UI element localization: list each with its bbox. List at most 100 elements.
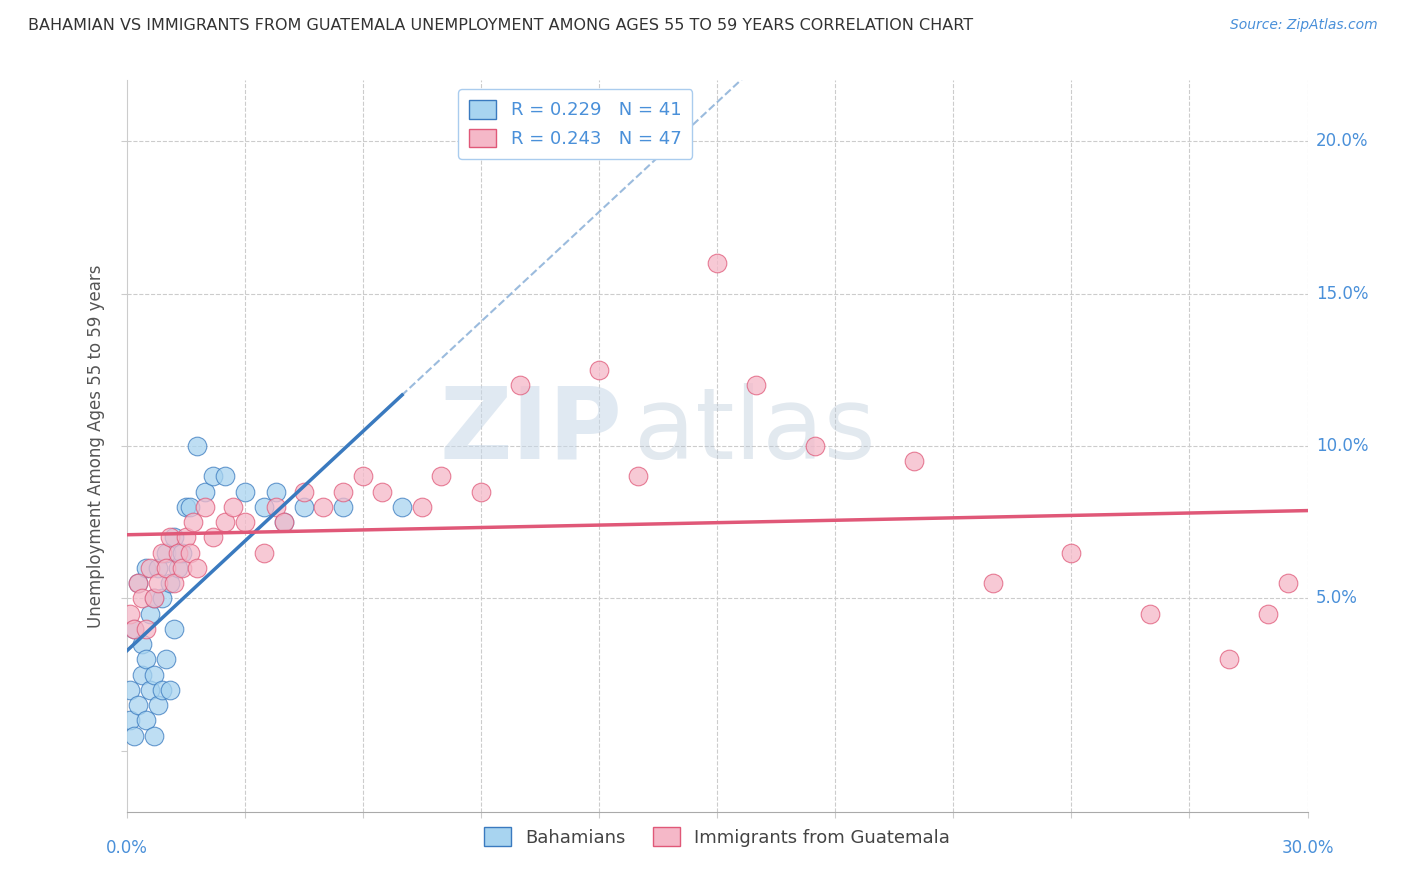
Point [233, 515, 256, 529]
Point [332, 500, 354, 514]
Point [155, 561, 177, 575]
Point [186, 561, 208, 575]
Point [1277, 576, 1299, 591]
Point [253, 546, 276, 560]
Point [159, 576, 181, 591]
Point [430, 469, 453, 483]
Point [124, 622, 146, 636]
Point [202, 469, 225, 483]
Point [143, 591, 166, 606]
Point [150, 682, 173, 697]
Point [166, 561, 188, 575]
Point [120, 682, 142, 697]
Point [292, 484, 315, 499]
Point [706, 256, 728, 270]
Point [146, 561, 169, 575]
Y-axis label: Unemployment Among Ages 55 to 59 years: Unemployment Among Ages 55 to 59 years [87, 264, 105, 628]
Point [135, 714, 157, 728]
Point [202, 530, 225, 544]
Point [139, 607, 162, 621]
Point [1218, 652, 1240, 666]
Point [1257, 607, 1279, 621]
Point [745, 378, 768, 392]
Point [253, 500, 276, 514]
Text: BAHAMIAN VS IMMIGRANTS FROM GUATEMALA UNEMPLOYMENT AMONG AGES 55 TO 59 YEARS COR: BAHAMIAN VS IMMIGRANTS FROM GUATEMALA UN… [28, 18, 973, 33]
Point [179, 500, 201, 514]
Text: 5.0%: 5.0% [1316, 590, 1358, 607]
Point [186, 439, 208, 453]
Text: atlas: atlas [634, 383, 876, 480]
Text: 20.0%: 20.0% [1316, 132, 1368, 150]
Point [124, 622, 146, 636]
Point [155, 652, 177, 666]
Point [222, 500, 245, 514]
Point [163, 576, 186, 591]
Point [183, 515, 205, 529]
Point [292, 500, 315, 514]
Point [194, 500, 217, 514]
Point [155, 546, 177, 560]
Point [273, 515, 295, 529]
Point [139, 561, 162, 575]
Point [391, 500, 413, 514]
Point [135, 561, 157, 575]
Point [163, 530, 186, 544]
Point [312, 500, 335, 514]
Point [174, 530, 197, 544]
Point [264, 484, 287, 499]
Point [143, 591, 166, 606]
Point [159, 682, 181, 697]
Point [131, 667, 153, 681]
Point [470, 484, 492, 499]
Point [371, 484, 394, 499]
Point [170, 561, 193, 575]
Point [127, 576, 149, 591]
Point [146, 576, 169, 591]
Point [174, 500, 197, 514]
Point [135, 652, 157, 666]
Point [1139, 607, 1161, 621]
Text: 15.0%: 15.0% [1316, 285, 1368, 302]
Point [981, 576, 1004, 591]
Text: 10.0%: 10.0% [1316, 437, 1368, 455]
Point [352, 469, 374, 483]
Point [143, 667, 166, 681]
Text: ZIP: ZIP [440, 383, 623, 480]
Point [588, 363, 610, 377]
Point [143, 729, 166, 743]
Point [163, 622, 186, 636]
Point [627, 469, 650, 483]
Point [411, 500, 433, 514]
Point [131, 637, 153, 651]
Point [233, 484, 256, 499]
Point [903, 454, 925, 468]
Point [194, 484, 217, 499]
Point [166, 546, 188, 560]
Point [120, 607, 142, 621]
Point [150, 546, 173, 560]
Point [170, 546, 193, 560]
Point [332, 484, 354, 499]
Point [214, 515, 236, 529]
Point [1060, 546, 1083, 560]
Point [135, 622, 157, 636]
Legend: Bahamians, Immigrants from Guatemala: Bahamians, Immigrants from Guatemala [477, 820, 957, 854]
Point [120, 714, 142, 728]
Point [146, 698, 169, 712]
Text: Source: ZipAtlas.com: Source: ZipAtlas.com [1230, 18, 1378, 32]
Point [509, 378, 531, 392]
Point [214, 469, 236, 483]
Point [264, 500, 287, 514]
Point [124, 729, 146, 743]
Point [150, 591, 173, 606]
Point [127, 576, 149, 591]
Point [131, 591, 153, 606]
Point [139, 682, 162, 697]
Point [804, 439, 827, 453]
Point [179, 546, 201, 560]
Point [127, 698, 149, 712]
Point [159, 530, 181, 544]
Point [273, 515, 295, 529]
Text: 0.0%: 0.0% [105, 839, 148, 857]
Text: 30.0%: 30.0% [1281, 839, 1334, 857]
